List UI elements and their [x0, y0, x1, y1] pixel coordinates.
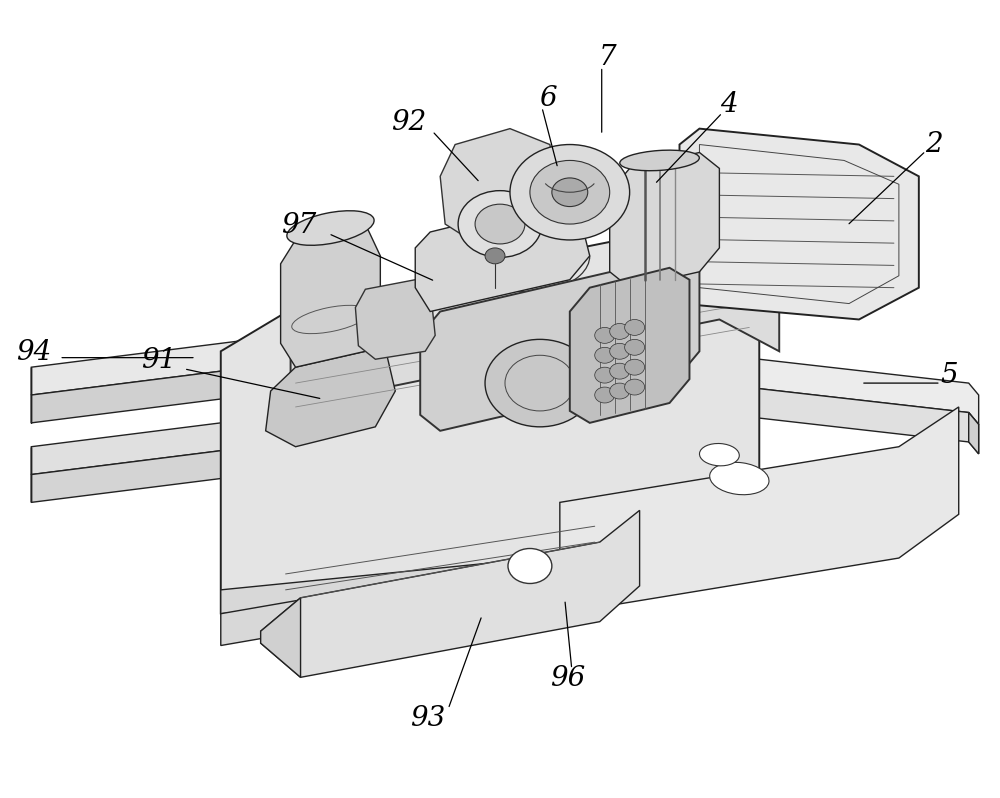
Text: 93: 93	[411, 705, 446, 733]
Circle shape	[510, 144, 630, 240]
Polygon shape	[355, 280, 435, 359]
Circle shape	[595, 387, 615, 403]
Polygon shape	[680, 128, 919, 319]
Text: 92: 92	[391, 109, 426, 136]
Circle shape	[610, 363, 630, 379]
Circle shape	[595, 347, 615, 363]
Polygon shape	[480, 327, 979, 425]
Circle shape	[625, 339, 645, 355]
Polygon shape	[415, 200, 590, 311]
Text: 2: 2	[925, 131, 943, 158]
Ellipse shape	[287, 211, 374, 245]
Polygon shape	[221, 224, 759, 646]
Circle shape	[485, 339, 595, 427]
Polygon shape	[31, 335, 520, 423]
Circle shape	[552, 178, 588, 207]
Polygon shape	[610, 152, 719, 287]
Polygon shape	[480, 357, 979, 454]
Circle shape	[595, 327, 615, 343]
Polygon shape	[31, 387, 520, 475]
Polygon shape	[281, 224, 380, 367]
Ellipse shape	[710, 462, 769, 495]
Text: 97: 97	[281, 212, 316, 239]
Polygon shape	[261, 598, 301, 678]
Ellipse shape	[620, 150, 699, 171]
Circle shape	[625, 359, 645, 375]
Polygon shape	[291, 272, 779, 407]
Circle shape	[610, 343, 630, 359]
Text: 96: 96	[550, 666, 585, 693]
Polygon shape	[261, 511, 640, 678]
Circle shape	[625, 379, 645, 395]
Circle shape	[610, 383, 630, 399]
Polygon shape	[969, 413, 979, 454]
Circle shape	[610, 323, 630, 339]
Polygon shape	[31, 307, 520, 395]
Text: 91: 91	[141, 347, 177, 374]
Text: 7: 7	[599, 44, 617, 70]
Circle shape	[475, 204, 525, 244]
Text: 5: 5	[940, 361, 958, 389]
Polygon shape	[221, 495, 759, 614]
Polygon shape	[440, 128, 560, 240]
Text: 4: 4	[721, 91, 738, 118]
Circle shape	[508, 548, 552, 583]
Polygon shape	[420, 256, 699, 431]
Circle shape	[595, 367, 615, 383]
Ellipse shape	[699, 444, 739, 466]
Polygon shape	[570, 268, 689, 423]
Text: 6: 6	[539, 85, 557, 112]
Circle shape	[485, 248, 505, 264]
Polygon shape	[31, 415, 520, 503]
Circle shape	[625, 319, 645, 335]
Polygon shape	[266, 327, 395, 447]
Polygon shape	[221, 534, 680, 646]
Text: 94: 94	[16, 339, 51, 366]
Polygon shape	[560, 407, 959, 614]
Circle shape	[458, 191, 542, 258]
Circle shape	[530, 160, 610, 224]
